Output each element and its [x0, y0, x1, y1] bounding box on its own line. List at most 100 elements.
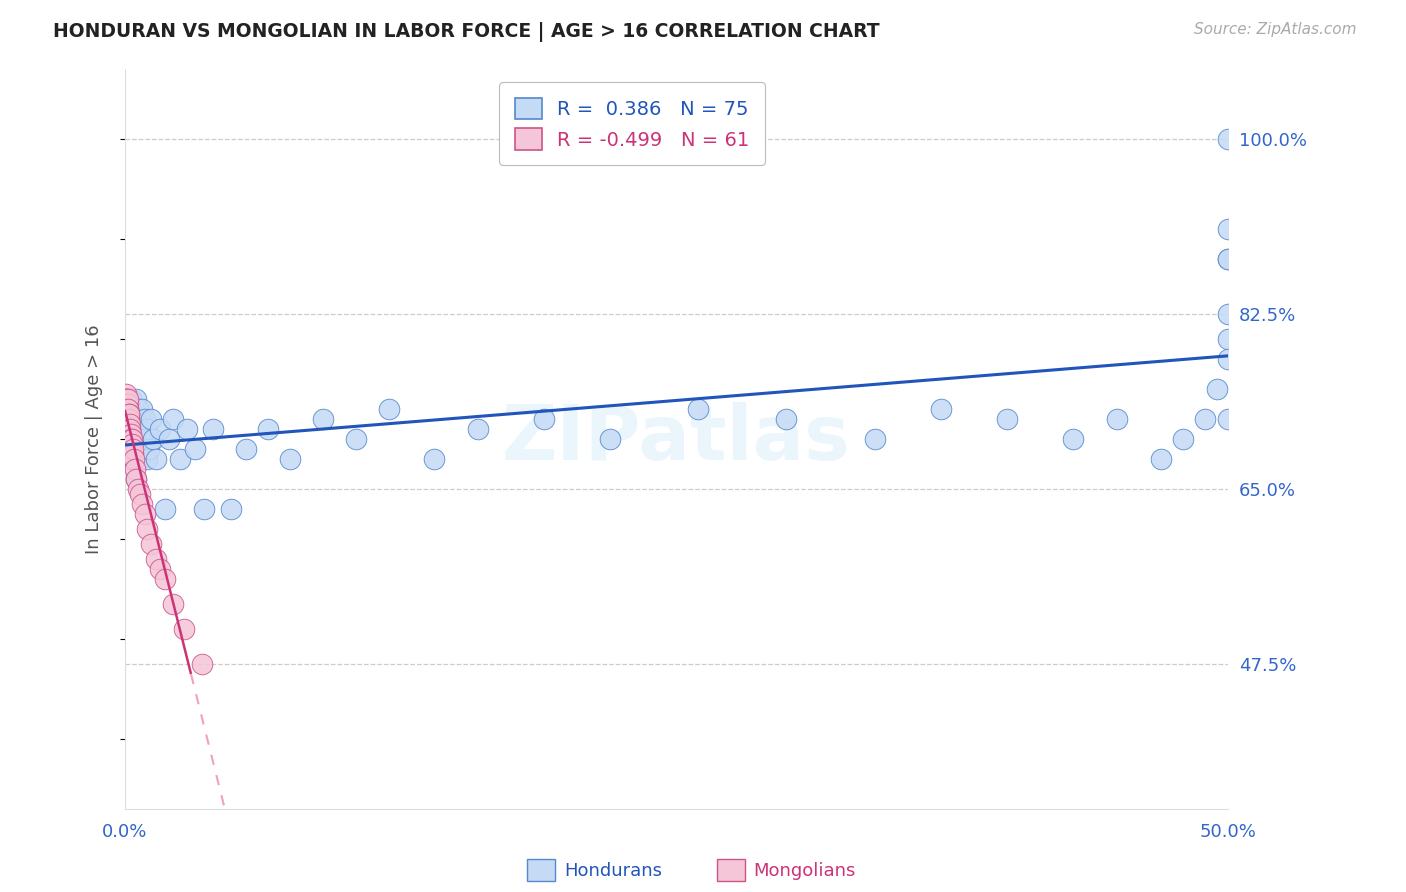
Point	[127, 452, 149, 467]
Point	[1216, 412, 1239, 426]
Point	[157, 432, 180, 446]
Point	[235, 442, 257, 456]
Point	[118, 412, 141, 426]
Point	[142, 432, 165, 446]
Point	[1107, 412, 1129, 426]
Point	[125, 392, 148, 406]
Point	[120, 392, 142, 406]
Point	[257, 422, 280, 436]
Point	[312, 412, 335, 426]
Point	[378, 401, 401, 416]
Point	[173, 622, 195, 636]
Point	[121, 437, 143, 451]
Point	[129, 412, 152, 426]
Point	[122, 432, 145, 446]
Legend: R =  0.386   N = 75, R = -0.499   N = 61: R = 0.386 N = 75, R = -0.499 N = 61	[499, 82, 765, 165]
Point	[995, 412, 1018, 426]
Point	[134, 432, 156, 446]
Point	[118, 401, 141, 416]
Point	[122, 442, 145, 456]
Point	[129, 452, 152, 467]
Point	[115, 392, 138, 406]
Point	[688, 401, 710, 416]
Point	[127, 442, 149, 456]
Point	[115, 442, 138, 456]
Point	[1216, 221, 1239, 235]
Y-axis label: In Labor Force | Age > 16: In Labor Force | Age > 16	[86, 324, 103, 554]
Point	[162, 412, 184, 426]
Point	[121, 432, 143, 446]
Point	[115, 392, 138, 406]
Point	[131, 422, 153, 436]
Point	[1173, 432, 1195, 446]
Point	[1216, 332, 1239, 346]
Point	[120, 437, 142, 451]
Point	[467, 422, 489, 436]
Point	[117, 407, 139, 421]
Point	[1194, 412, 1216, 426]
Point	[1216, 131, 1239, 145]
Text: Hondurans: Hondurans	[564, 862, 662, 880]
Point	[863, 432, 886, 446]
Point	[115, 422, 138, 436]
Point	[125, 442, 148, 456]
Point	[138, 442, 160, 456]
Point	[114, 387, 136, 401]
Point	[135, 422, 157, 436]
Point	[125, 472, 148, 486]
Point	[115, 407, 138, 421]
Point	[117, 397, 139, 411]
Point	[117, 392, 139, 406]
Point	[120, 432, 142, 446]
Point	[118, 412, 141, 426]
Point	[117, 401, 139, 416]
Point	[135, 452, 157, 467]
Point	[1150, 452, 1173, 467]
Point	[120, 427, 142, 442]
Point	[115, 392, 138, 406]
Point	[120, 412, 142, 426]
Point	[1205, 382, 1227, 396]
Point	[122, 452, 145, 467]
Point	[117, 401, 139, 416]
Point	[118, 452, 141, 467]
Point	[122, 401, 145, 416]
Point	[120, 422, 142, 436]
Point	[125, 432, 148, 446]
Point	[115, 412, 138, 426]
Point	[117, 417, 139, 431]
Point	[153, 502, 176, 516]
Point	[129, 487, 152, 501]
Point	[169, 452, 191, 467]
Point	[118, 432, 141, 446]
Point	[202, 422, 225, 436]
Point	[118, 422, 141, 436]
Point	[115, 401, 138, 416]
Point	[118, 417, 141, 431]
Point	[599, 432, 621, 446]
Text: Source: ZipAtlas.com: Source: ZipAtlas.com	[1194, 22, 1357, 37]
Point	[131, 401, 153, 416]
Point	[134, 507, 156, 521]
Point	[1216, 252, 1239, 266]
Point	[278, 452, 301, 467]
Point	[422, 452, 444, 467]
Point	[176, 422, 198, 436]
Point	[118, 407, 141, 421]
Point	[141, 412, 163, 426]
Point	[114, 412, 136, 426]
Point	[125, 472, 148, 486]
Point	[775, 412, 797, 426]
Text: Mongolians: Mongolians	[754, 862, 856, 880]
Text: ZIPatlas: ZIPatlas	[502, 402, 851, 476]
Point	[117, 412, 139, 426]
Point	[120, 427, 142, 442]
Point	[219, 502, 242, 516]
Point	[1216, 307, 1239, 321]
Point	[929, 401, 952, 416]
Point	[145, 452, 167, 467]
Point	[118, 417, 141, 431]
Point	[162, 597, 184, 611]
Point	[115, 412, 138, 426]
Point	[1216, 252, 1239, 266]
